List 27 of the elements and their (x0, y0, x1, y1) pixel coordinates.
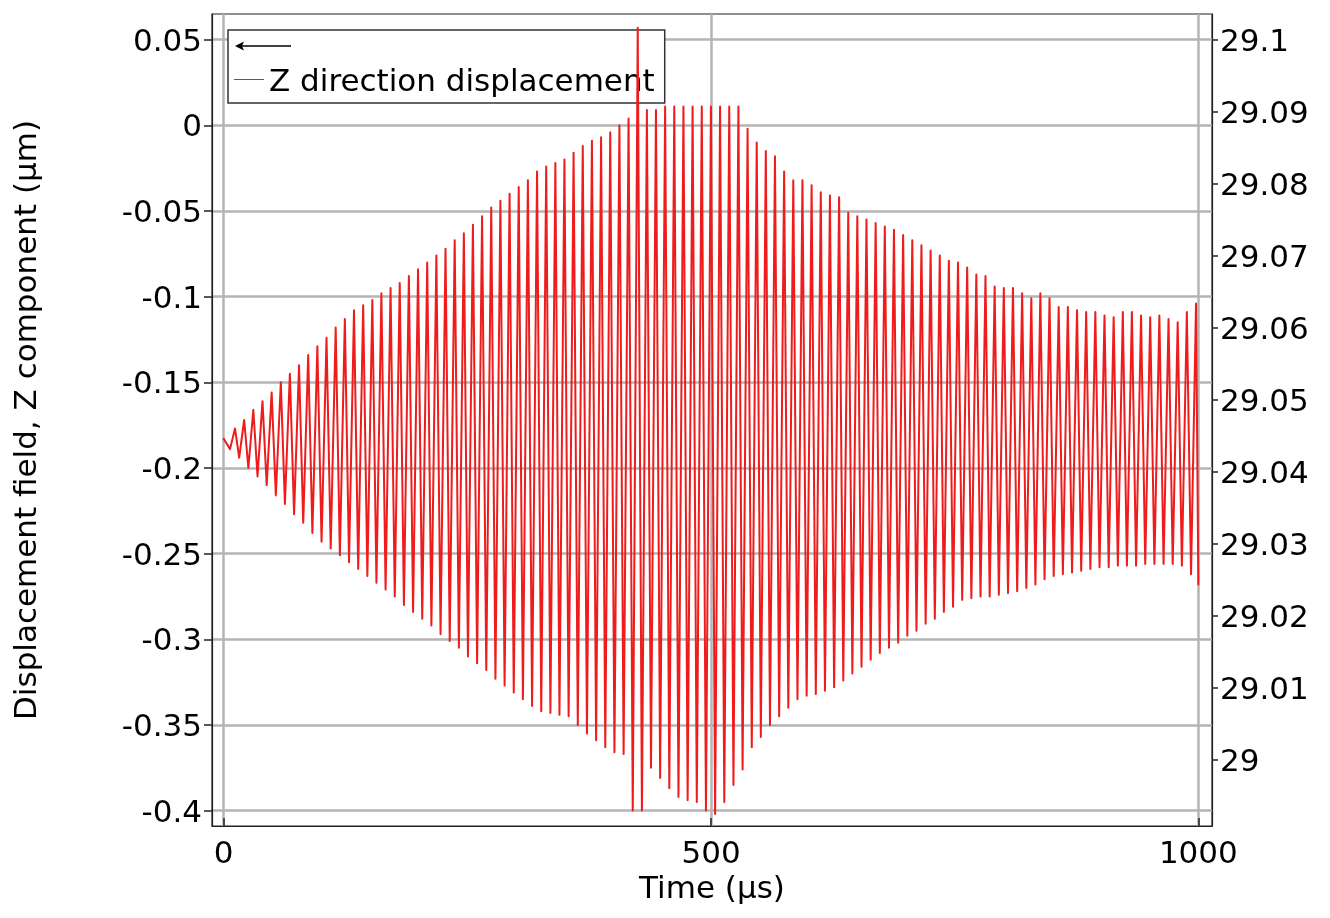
y2-tick-label: 29 (1220, 741, 1260, 778)
y-tick-label: -0.05 (121, 193, 202, 229)
x-tick-label: 0 (213, 833, 234, 870)
y2-tick-label: 29.05 (1220, 381, 1309, 418)
y-tick-label: -0.2 (141, 449, 202, 486)
y-tick-label: -0.25 (121, 535, 202, 572)
line-series (222, 26, 1200, 816)
x-tick-label: 500 (681, 833, 741, 870)
y2-tick-label: 29.08 (1220, 165, 1309, 202)
y-tick-label: -0.35 (121, 706, 202, 743)
y-tick-label: 0 (182, 107, 202, 144)
x-tick-label: 1000 (1158, 833, 1238, 870)
y2-tick-label: 29.02 (1220, 597, 1309, 634)
y-tick-label: 0.05 (132, 21, 202, 58)
y2-tick-label: 29.03 (1220, 525, 1309, 562)
y-tick-label: -0.1 (141, 278, 202, 315)
y2-tick-label: 29.06 (1220, 309, 1309, 346)
y2-tick-label: 29.07 (1220, 237, 1309, 274)
y2-tick-label: 29.01 (1220, 669, 1309, 706)
x-axis-title: Time (µs) (638, 869, 785, 906)
y2-tick-label: 29.09 (1220, 93, 1309, 130)
y2-tick-label: 29.04 (1220, 453, 1309, 490)
y-axis-title: Displacement field, Z component (µm) (6, 120, 43, 720)
y2-tick-label: 29.1 (1220, 21, 1290, 58)
y-tick-label: -0.15 (121, 364, 202, 401)
y-tick-label: -0.4 (141, 792, 202, 829)
y-tick-label: -0.3 (141, 621, 202, 658)
